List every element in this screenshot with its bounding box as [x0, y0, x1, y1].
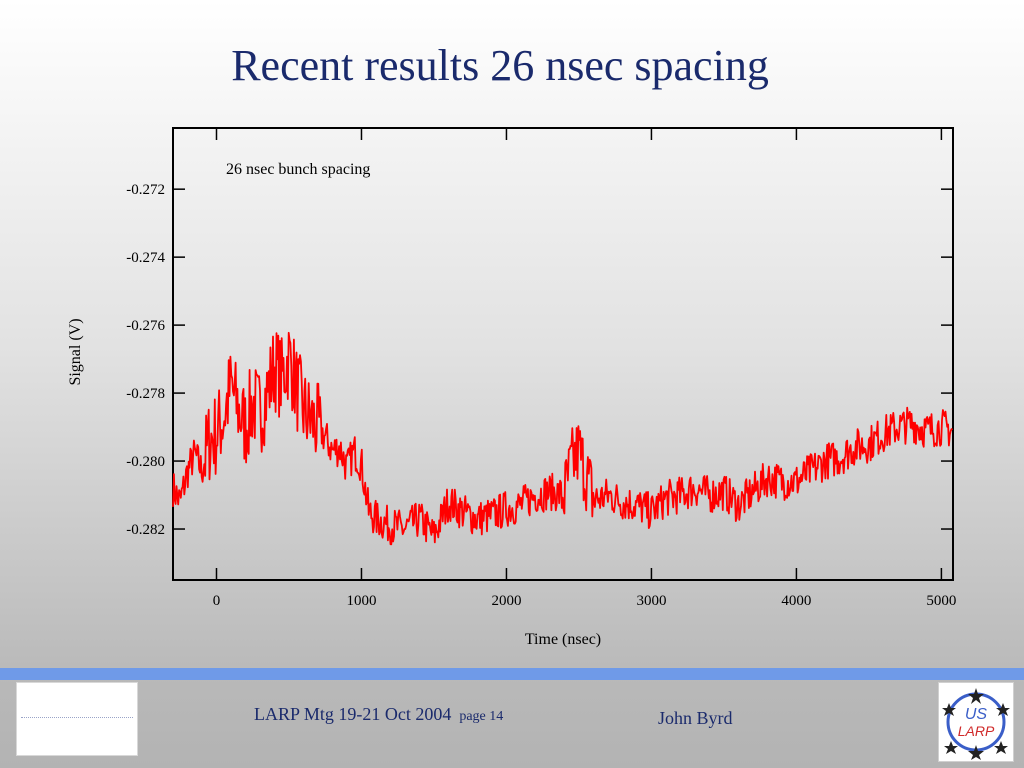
x-tick-label: 1000: [346, 593, 376, 609]
x-tick-label: 0: [213, 593, 221, 609]
x-tick-label: 3000: [636, 593, 666, 609]
footer-thumbnail: [16, 682, 138, 756]
logo-larp: LARP: [958, 723, 995, 739]
signal-chart: 0 1000 2000 3000 4000 5000 -0.272 -0.274 -0.276 -…: [67, 127, 956, 648]
slide-title: Recent results 26 nsec spacing: [231, 41, 769, 90]
x-tick-label: 4000: [781, 593, 811, 609]
y-tick-label: -0.278: [126, 386, 165, 402]
y-tick-label: -0.274: [126, 250, 165, 266]
x-axis-label: Time (nsec): [525, 631, 601, 648]
y-tick-label: -0.276: [126, 318, 165, 334]
meeting-label: LARP Mtg 19-21 Oct 2004: [254, 704, 452, 724]
y-tick-label: -0.280: [126, 454, 165, 470]
chart-annotation: 26 nsec bunch spacing: [226, 161, 370, 178]
y-axis-label: Signal (V): [67, 318, 84, 385]
logo-us: US: [965, 706, 988, 723]
us-larp-logo: US LARP: [938, 682, 1014, 762]
footer-author: John Byrd: [658, 708, 733, 728]
page-number: page 14: [459, 709, 504, 724]
footer-meeting: LARP Mtg 19-21 Oct 2004 page 14: [254, 704, 503, 725]
signal-series-line: [172, 331, 953, 546]
y-tick-label: -0.272: [126, 182, 165, 198]
x-tick-label: 2000: [491, 593, 521, 609]
plot-frame: [172, 127, 954, 581]
footer-bar: [0, 668, 1024, 680]
y-tick-label: -0.282: [126, 522, 165, 538]
x-tick-label: 5000: [926, 593, 956, 609]
